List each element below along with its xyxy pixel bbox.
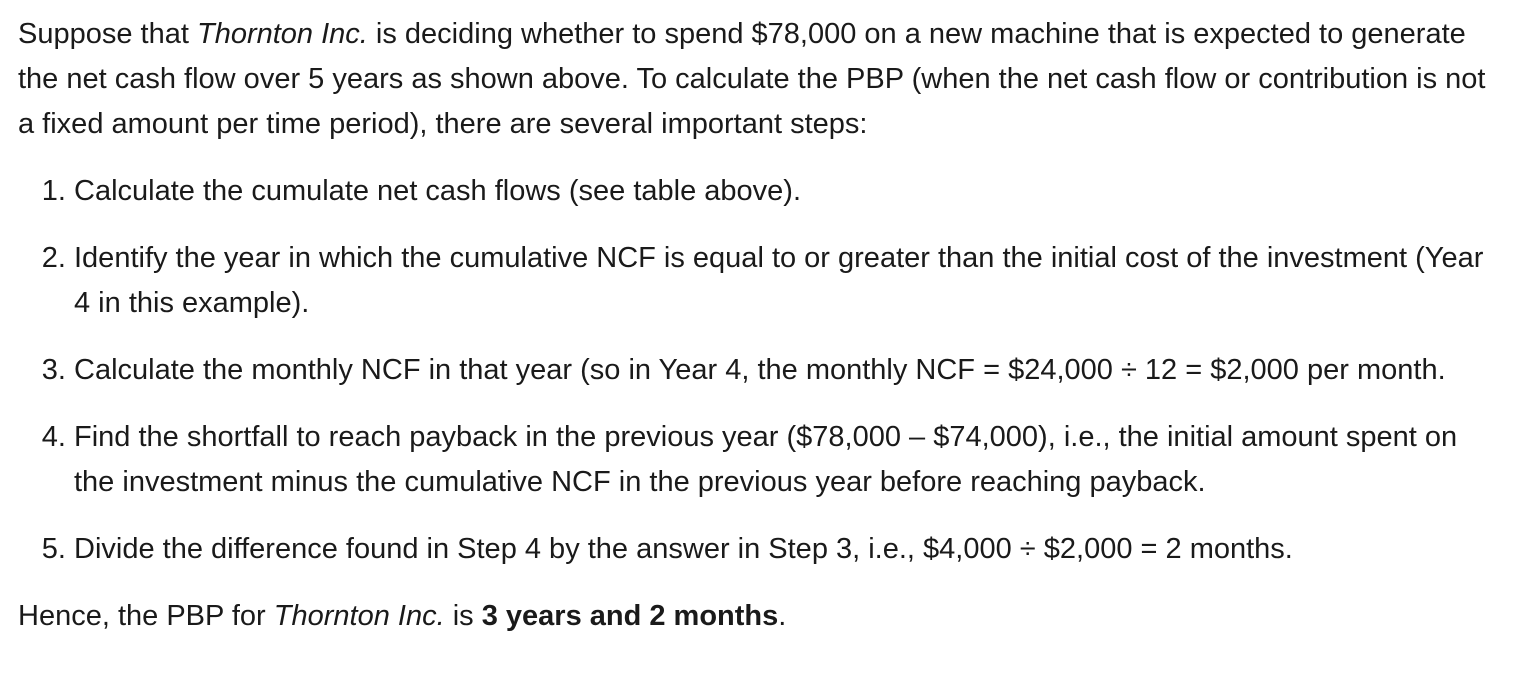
company-name: Thornton Inc. [196, 18, 368, 50]
step-item-2: Identify the year in which the cumulativ… [74, 236, 1503, 326]
intro-text-start: Suppose that [18, 18, 197, 50]
step-item-3: Calculate the monthly NCF in that year (… [74, 348, 1503, 393]
conclusion-text-mid: is [444, 600, 482, 632]
document-body: Suppose that Thornton Inc. is deciding w… [0, 0, 1521, 639]
payback-period-result: 3 years and 2 months [481, 600, 779, 632]
conclusion-text-end: . [778, 600, 787, 632]
conclusion-text-start: Hence, the PBP for [18, 600, 274, 632]
step-item-4: Find the shortfall to reach payback in t… [74, 415, 1503, 505]
steps-list: Calculate the cumulate net cash flows (s… [18, 169, 1503, 572]
intro-text-end: is deciding whether to spend $78,000 on … [18, 18, 1486, 140]
conclusion-company-name: Thornton Inc. [273, 600, 445, 632]
step-item-1: Calculate the cumulate net cash flows (s… [74, 169, 1503, 214]
step-item-5: Divide the difference found in Step 4 by… [74, 527, 1503, 572]
intro-paragraph: Suppose that Thornton Inc. is deciding w… [18, 12, 1503, 147]
conclusion-paragraph: Hence, the PBP for Thornton Inc. is 3 ye… [18, 594, 1503, 639]
